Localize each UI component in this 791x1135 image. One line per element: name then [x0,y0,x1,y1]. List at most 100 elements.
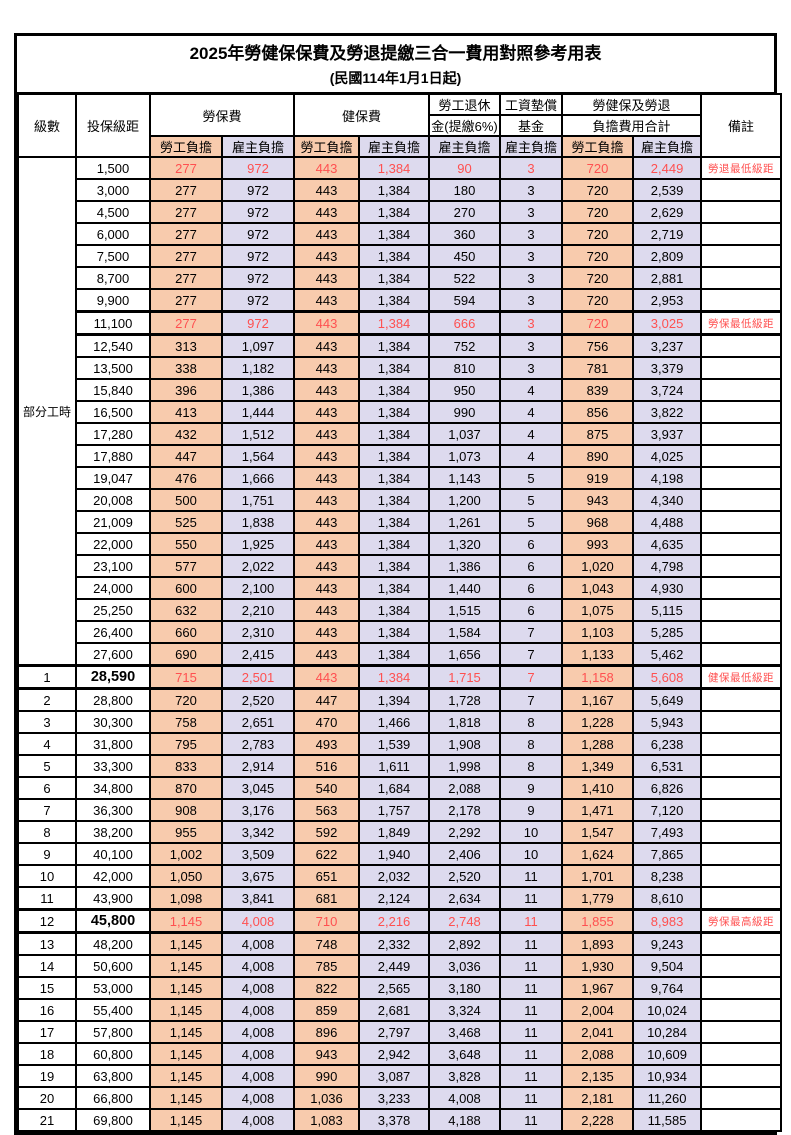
page-subtitle: (民國114年1月1日起) [329,70,462,86]
table-row: 4 31,800 795 2,783 493 1,539 1,908 8 1,288 6,238 [17,732,783,756]
cell-labor-employee: 338 [149,356,223,380]
cell-pension-employer: 1,818 [428,710,502,734]
cell-labor-employer: 2,914 [220,754,296,778]
header-row-groups: 級數 投保級距 勞保費 健保費 勞工退休 工資墊償 勞健保及勞退 備註 [17,93,783,158]
cell-total-employee: 1,158 [561,664,635,690]
cell-remark: 勞保最高級距 [700,908,783,934]
cell-remark [700,976,783,1000]
table-row: 20 66,800 1,145 4,008 1,036 3,233 4,008 11 2,181… [17,1086,783,1110]
cell-salary: 1,500 [75,156,151,180]
cell-health-employer: 1,384 [358,554,431,578]
cell-total-employer: 10,934 [632,1064,703,1088]
cell-salary: 33,300 [75,754,151,778]
cell-labor-employee: 600 [149,576,223,600]
cell-total-employer: 2,953 [632,288,703,313]
cell-total-employer: 4,340 [632,488,703,512]
cell-salary: 66,800 [75,1086,151,1110]
cell-labor-employer: 4,008 [220,998,296,1022]
cell-remark [700,576,783,600]
cell-health-employer: 1,384 [358,642,431,667]
cell-total-employee: 720 [561,288,635,313]
cell-health-employee: 990 [293,1064,361,1088]
table-row: 21,009 525 1,838 443 1,384 1,261 5 968 4,488 [18,510,783,534]
col-header-salary-bracket: 投保級距 [75,93,151,158]
table-row: 12 45,800 1,145 4,008 710 2,216 2,748 11 1,855 8,… [17,908,783,934]
cell-labor-employer: 4,008 [220,954,296,978]
cell-pension-employer: 1,656 [428,642,502,667]
cell-wage-fund-employer: 3 [499,266,564,290]
cell-health-employer: 1,611 [358,754,431,778]
cell-labor-employee: 1,145 [149,1020,223,1044]
cell-wage-fund-employer: 3 [499,244,564,268]
cell-total-employee: 856 [561,400,635,424]
cell-health-employee: 443 [293,400,361,424]
cell-labor-employer: 1,512 [220,422,296,446]
cell-salary: 50,600 [75,954,151,978]
table-row: 12,540 313 1,097 443 1,384 752 3 756 3,237 [18,333,783,358]
cell-remark: 勞保最低級距 [700,310,783,336]
table-row: 17,280 432 1,512 443 1,384 1,037 4 875 3,937 [18,422,783,446]
cell-labor-employee: 908 [149,798,223,822]
cell-pension-employer: 2,892 [428,931,502,956]
cell-health-employer: 1,384 [358,444,431,468]
cell-salary: 30,300 [75,710,151,734]
cell-pension-employer: 3,468 [428,1020,502,1044]
cell-total-employer: 3,822 [632,400,703,424]
cell-labor-employee: 396 [149,378,223,402]
cell-labor-employee: 277 [149,310,223,336]
cell-wage-fund-employer: 11 [499,931,564,956]
cell-health-employee: 943 [293,1042,361,1066]
cell-wage-fund-employer: 4 [499,422,564,446]
cell-pension-employer: 180 [428,178,502,202]
cell-labor-employer: 4,008 [220,1086,296,1110]
cell-health-employer: 1,384 [358,222,431,246]
cell-total-employer: 8,238 [632,864,703,888]
cell-health-employee: 1,083 [293,1108,361,1132]
cell-labor-employee: 1,002 [149,842,223,866]
cell-total-employee: 1,855 [561,908,635,934]
cell-health-employee: 622 [293,842,361,866]
cell-remark: 勞退最低級距 [700,156,783,180]
cell-health-employer: 1,684 [358,776,431,800]
cell-remark [700,178,783,202]
cell-remark [700,754,783,778]
cell-labor-employee: 277 [149,244,223,268]
cell-pension-employer: 950 [428,378,502,402]
cell-wage-fund-employer: 8 [499,710,564,734]
cell-remark [700,598,783,622]
cell-salary: 40,100 [75,842,151,866]
cell-salary: 42,000 [75,864,151,888]
table-row: 22,000 550 1,925 443 1,384 1,320 6 993 4,635 [18,532,783,556]
header-row-shares: 勞工負擔 雇主負擔 勞工負擔 雇主負擔 雇主負擔 雇主負擔 勞工負擔 雇主負擔 [18,135,781,158]
table-row: 15,840 396 1,386 443 1,384 950 4 839 3,724 [18,378,783,402]
cell-health-employer: 1,539 [358,732,431,756]
cell-health-employee: 443 [293,356,361,380]
cell-health-employer: 1,849 [358,820,431,844]
cell-total-employee: 875 [561,422,635,446]
cell-remark [700,642,783,667]
cell-pension-employer: 4,008 [428,1086,502,1110]
cell-level: 16 [17,998,77,1022]
cell-health-employer: 3,378 [358,1108,431,1132]
cell-pension-employer: 2,748 [428,908,502,934]
cell-level: 1 [17,664,77,690]
cell-labor-employer: 1,751 [220,488,296,512]
cell-remark [700,1064,783,1088]
cell-pension-employer: 270 [428,200,502,224]
cell-labor-employee: 1,145 [149,931,223,956]
cell-level: 10 [17,864,77,888]
cell-pension-employer: 1,200 [428,488,502,512]
cell-remark [700,732,783,756]
cell-wage-fund-employer: 11 [499,886,564,911]
cell-health-employee: 443 [293,178,361,202]
cell-labor-employee: 870 [149,776,223,800]
cell-salary: 25,250 [75,598,151,622]
cell-labor-employee: 277 [149,200,223,224]
subheader-total-employee: 勞工負擔 [561,135,635,158]
cell-labor-employer: 1,666 [220,466,296,490]
table-row: 5 33,300 833 2,914 516 1,611 1,998 8 1,349 6,531 [17,754,783,778]
table-row: 8 38,200 955 3,342 592 1,849 2,292 10 1,547 7,493 [17,820,783,844]
cell-salary: 22,000 [75,532,151,556]
col-header-total-line1: 勞健保及勞退 [561,93,703,116]
cell-labor-employee: 1,098 [149,886,223,911]
